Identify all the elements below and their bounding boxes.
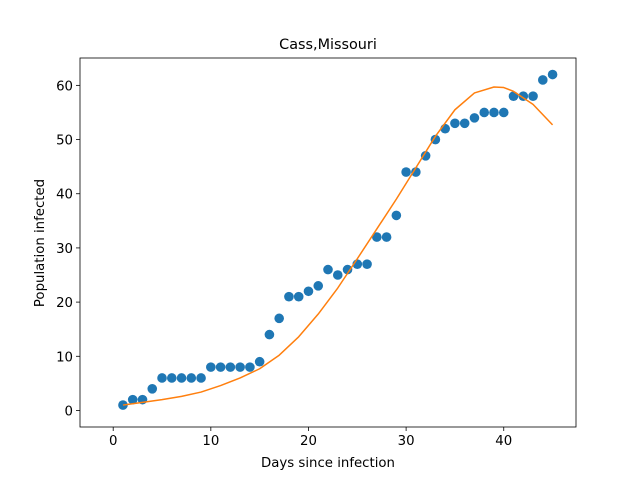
data-point — [206, 362, 216, 372]
data-point — [538, 75, 548, 85]
data-point — [293, 291, 304, 302]
plot-area — [118, 69, 558, 410]
axes-frame — [79, 57, 577, 428]
x-tick-label: 40 — [495, 434, 512, 449]
data-point — [430, 134, 441, 145]
data-point — [498, 107, 509, 118]
data-point — [372, 232, 382, 242]
y-tick-label: 40 — [56, 188, 73, 203]
data-point — [235, 362, 245, 372]
x-tick-label: 20 — [300, 434, 317, 449]
data-point — [225, 362, 236, 372]
data-point — [469, 113, 480, 123]
data-point — [459, 118, 470, 129]
data-point — [362, 259, 372, 269]
data-point — [411, 167, 421, 177]
data-point — [147, 384, 158, 394]
data-point — [176, 373, 187, 383]
data-point — [186, 373, 197, 383]
axes: 0 10 20 30 40 0 10 20 30 40 50 60 — [56, 57, 577, 449]
data-point — [381, 232, 392, 242]
data-point — [391, 210, 402, 221]
data-point — [157, 373, 167, 383]
data-point — [127, 394, 138, 405]
data-point — [118, 400, 128, 410]
data-point — [196, 373, 206, 383]
x-axis-label: Days since infection — [261, 456, 395, 471]
y-tick-label: 30 — [56, 242, 73, 257]
x-tick-label: 10 — [202, 434, 219, 449]
y-tick-label: 20 — [56, 296, 73, 311]
y-tick-label: 50 — [56, 134, 73, 149]
y-tick-label: 10 — [56, 350, 73, 365]
data-point — [166, 373, 177, 383]
data-point — [479, 107, 490, 118]
data-point — [323, 264, 333, 275]
x-tick-label: 30 — [398, 434, 415, 449]
data-point — [450, 118, 460, 129]
data-point — [420, 151, 431, 161]
data-point — [284, 291, 294, 302]
x-tick-label: 0 — [109, 434, 117, 449]
y-axis-label: Population infected — [33, 179, 48, 307]
data-point — [303, 286, 314, 297]
y-tick-label: 60 — [56, 79, 73, 94]
data-point — [264, 329, 275, 340]
data-point — [528, 91, 538, 101]
data-point — [245, 362, 255, 372]
data-point — [489, 107, 499, 118]
chart-title: Cass,Missouri — [279, 37, 377, 53]
data-point — [401, 167, 411, 177]
data-point — [215, 362, 226, 372]
y-tick-label: 0 — [65, 404, 73, 419]
data-point — [332, 270, 343, 280]
data-point — [342, 264, 353, 275]
data-point — [547, 69, 558, 80]
data-point — [274, 313, 284, 324]
fit-curve-line — [122, 86, 554, 406]
data-point — [313, 281, 324, 291]
data-point — [254, 356, 265, 367]
